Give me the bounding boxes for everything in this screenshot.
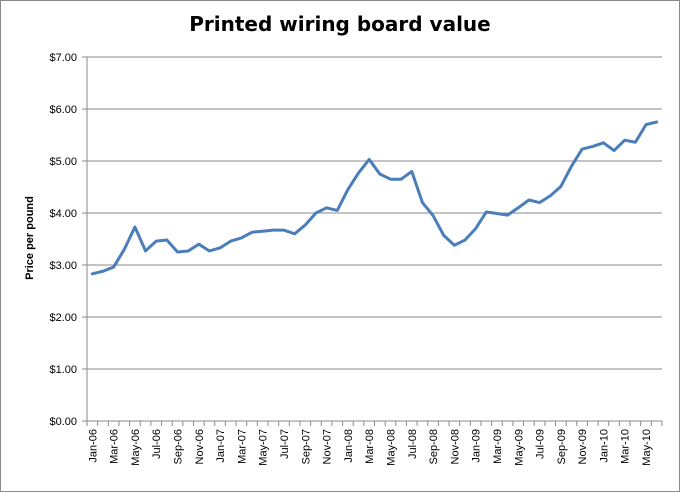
x-tick-label: Jan-09 bbox=[471, 429, 483, 463]
x-tick-label: Mar-08 bbox=[364, 429, 376, 464]
data-point bbox=[176, 251, 179, 254]
data-point bbox=[421, 201, 424, 204]
data-point bbox=[187, 249, 190, 252]
data-point bbox=[432, 214, 435, 217]
y-tick-label: $2.00 bbox=[49, 312, 77, 324]
data-point bbox=[229, 240, 232, 243]
data-point bbox=[165, 239, 168, 242]
data-point bbox=[123, 248, 126, 251]
gridlines bbox=[87, 56, 662, 370]
data-point bbox=[442, 234, 445, 237]
x-tick-label: Nov-08 bbox=[449, 429, 461, 464]
data-point bbox=[559, 185, 562, 188]
data-point bbox=[623, 139, 626, 142]
x-tick-label: Mar-10 bbox=[620, 429, 632, 464]
data-point bbox=[591, 145, 594, 148]
data-point bbox=[581, 148, 584, 151]
data-point bbox=[464, 239, 467, 242]
x-tick-label: Mar-06 bbox=[109, 429, 121, 464]
x-tick-label: Jul-06 bbox=[151, 429, 163, 459]
data-point bbox=[378, 173, 381, 176]
x-tick-label: Nov-06 bbox=[194, 429, 206, 464]
data-point bbox=[570, 165, 573, 168]
x-tick-label: Sep-07 bbox=[300, 429, 312, 464]
chart-title: Printed wiring board value bbox=[189, 12, 491, 36]
data-point bbox=[325, 206, 328, 209]
x-tick-label: May-06 bbox=[130, 429, 142, 466]
series-line bbox=[90, 120, 659, 276]
data-point bbox=[282, 229, 285, 232]
data-point bbox=[112, 266, 115, 269]
data-point bbox=[368, 158, 371, 161]
data-point bbox=[474, 227, 477, 230]
x-tick-label: Sep-08 bbox=[428, 429, 440, 464]
x-tick-label: Sep-06 bbox=[173, 429, 185, 464]
x-tick-label: Jan-10 bbox=[598, 429, 610, 463]
y-tick-label: $5.00 bbox=[49, 156, 77, 168]
data-point bbox=[634, 141, 637, 144]
data-point bbox=[219, 246, 222, 249]
data-point bbox=[549, 194, 552, 197]
y-tick-label: $3.00 bbox=[49, 260, 77, 272]
x-tick-label: Sep-09 bbox=[556, 429, 568, 464]
x-tick-labels: Jan-06 Mar-06 May-06 Jul-06 Sep-06 Nov-06 Jan-… bbox=[87, 429, 653, 466]
x-tick-label: May-10 bbox=[641, 429, 653, 466]
data-point bbox=[251, 231, 254, 234]
data-point bbox=[485, 210, 488, 213]
x-tick-label: May-08 bbox=[385, 429, 397, 466]
data-point bbox=[602, 141, 605, 144]
data-point bbox=[400, 178, 403, 181]
data-point bbox=[655, 121, 658, 124]
data-point bbox=[101, 270, 104, 273]
x-tick-label: Jul-08 bbox=[407, 429, 419, 459]
x-tick-label: Jan-07 bbox=[215, 429, 227, 463]
x-tick-label: Jul-07 bbox=[279, 429, 291, 459]
series bbox=[90, 120, 659, 276]
x-tick-label: May-09 bbox=[513, 429, 525, 466]
data-point bbox=[357, 171, 360, 174]
data-point bbox=[240, 236, 243, 239]
data-point bbox=[495, 212, 498, 215]
y-tick-label: $6.00 bbox=[49, 104, 77, 116]
y-tick-label: $7.00 bbox=[49, 52, 77, 64]
data-point bbox=[155, 240, 158, 243]
x-tick-label: Jul-09 bbox=[535, 429, 547, 459]
data-point bbox=[538, 201, 541, 204]
data-point bbox=[527, 199, 530, 202]
data-point bbox=[346, 188, 349, 191]
x-tick-label: Jan-08 bbox=[343, 429, 355, 463]
data-point bbox=[645, 123, 648, 126]
axes bbox=[82, 56, 663, 426]
y-tick-label: $1.00 bbox=[49, 364, 77, 376]
data-point bbox=[336, 209, 339, 212]
x-tick-label: Nov-09 bbox=[577, 429, 589, 464]
data-point bbox=[91, 272, 94, 275]
x-tick-label: Mar-09 bbox=[492, 429, 504, 464]
data-point bbox=[453, 244, 456, 247]
data-point bbox=[144, 249, 147, 252]
y-tick-label: $4.00 bbox=[49, 208, 77, 220]
data-point bbox=[506, 214, 509, 217]
x-tick-label: Jan-06 bbox=[87, 429, 99, 463]
x-tick-label: Nov-07 bbox=[322, 429, 334, 464]
y-tick-label: $0.00 bbox=[49, 416, 77, 428]
data-point bbox=[293, 232, 296, 235]
data-point bbox=[517, 206, 520, 209]
data-point bbox=[410, 170, 413, 173]
data-point bbox=[133, 226, 136, 229]
x-tick-label: Mar-07 bbox=[236, 429, 248, 464]
data-point bbox=[389, 178, 392, 181]
x-tick-label: May-07 bbox=[258, 429, 270, 466]
data-point bbox=[304, 223, 307, 226]
data-point bbox=[197, 243, 200, 246]
data-point bbox=[613, 149, 616, 152]
data-point bbox=[314, 212, 317, 215]
data-point bbox=[261, 230, 264, 233]
y-tick-labels: $0.00 $1.00 $2.00 $3.00 $4.00 $5.00 $6.00 $7.00 bbox=[49, 52, 77, 428]
data-point bbox=[208, 249, 211, 252]
data-point bbox=[272, 229, 275, 232]
